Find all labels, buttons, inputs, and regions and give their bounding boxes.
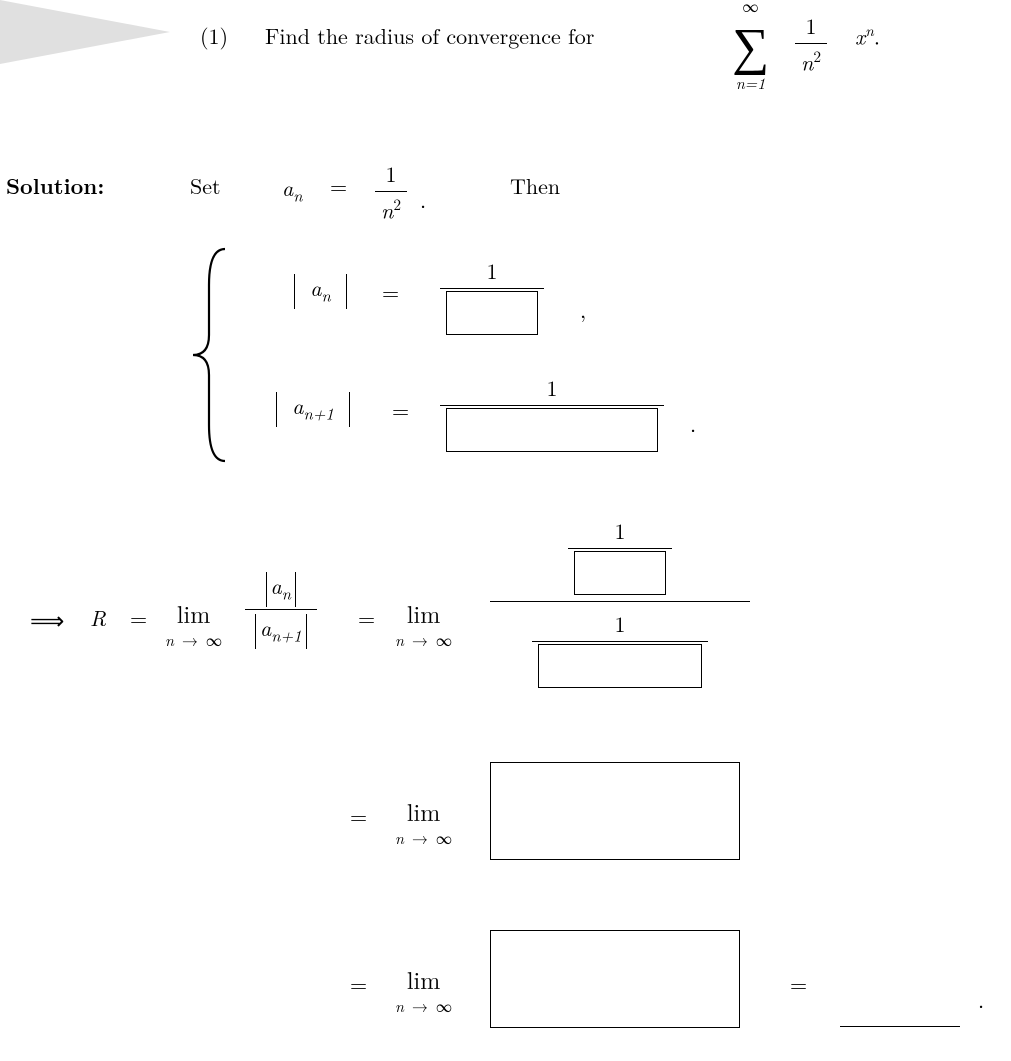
row2-num: 1 <box>440 372 664 405</box>
lim3-n: n <box>395 826 404 849</box>
ratio-den-sub: n+1 <box>271 622 301 646</box>
corner-shading <box>0 0 170 64</box>
lim2-n: n <box>395 628 404 651</box>
row2-den-box[interactable] <box>446 408 658 452</box>
coeff-num: 1 <box>795 10 827 43</box>
lim1-arrow: → <box>182 628 198 651</box>
lim3: lim n → ∞ <box>395 794 452 849</box>
step4-box[interactable] <box>490 930 740 1028</box>
row1-num: 1 <box>440 255 544 288</box>
answer-blank[interactable] <box>840 1026 960 1027</box>
def-den-base: n <box>381 194 393 225</box>
final-answer-line <box>840 996 960 1027</box>
lim1-inf: ∞ <box>206 628 222 651</box>
row2-frac: 1 <box>440 372 664 452</box>
lim3-inf: ∞ <box>436 826 452 849</box>
row1-eq: = <box>382 276 399 307</box>
term-base: x <box>855 20 865 51</box>
stack-top-num: 1 <box>568 515 672 548</box>
R-eq1: = <box>130 602 147 633</box>
R-eq2: = <box>358 602 375 633</box>
lim4: lim n → ∞ <box>395 962 452 1017</box>
lim4-box <box>490 930 740 1028</box>
an-sub: n <box>322 282 331 306</box>
lim4-arrow: → <box>412 994 428 1017</box>
series-period: . <box>874 20 880 51</box>
step3-box[interactable] <box>490 762 740 860</box>
a-sub: n <box>293 182 302 206</box>
lim4-label: lim <box>395 962 452 996</box>
lim4-inf: ∞ <box>436 994 452 1017</box>
R-var: R <box>90 602 106 633</box>
R-eq5: = <box>790 968 807 999</box>
a-base: a <box>282 172 293 203</box>
lim2-label: lim <box>395 596 452 630</box>
set-word: Set <box>190 170 221 201</box>
eq-def: = <box>330 170 347 201</box>
row2-eq: = <box>392 394 409 425</box>
row1-comma: , <box>580 294 586 325</box>
def-period: . <box>420 184 426 215</box>
abs-an: an <box>290 272 351 309</box>
final-period: . <box>978 984 984 1015</box>
lim1-label: lim <box>165 596 222 630</box>
lim1-n: n <box>165 628 174 651</box>
solution-label: Solution: <box>6 170 104 201</box>
problem-text: Find the radius of convergence for <box>265 20 594 51</box>
lim2-arrow: → <box>412 628 428 651</box>
page: (1) Find the radius of convergence for ∞… <box>0 0 1011 1061</box>
def-frac: 1 n2 <box>375 158 407 225</box>
a-n: an <box>282 172 303 206</box>
ratio-frac: an an+1 <box>245 570 317 649</box>
row1-frac: 1 <box>440 255 544 335</box>
problem-number: (1) <box>200 20 228 51</box>
R-eq4: = <box>350 968 367 999</box>
then-word: Then <box>510 170 560 201</box>
stacked-frac: 1 1 <box>490 515 750 688</box>
ratio-num-base: a <box>271 570 282 601</box>
lim4-n: n <box>395 994 404 1017</box>
sum-lower: n=1 <box>732 71 769 94</box>
def-num: 1 <box>375 158 407 191</box>
left-brace-icon <box>185 245 235 465</box>
implies-arrow-icon: ⟹ <box>30 602 64 636</box>
lim3-arrow: → <box>412 826 428 849</box>
abs-an1: an+1 <box>272 390 354 427</box>
ratio-den-base: a <box>260 612 271 643</box>
lim3-box <box>490 762 740 860</box>
stack-bot-box[interactable] <box>538 644 702 688</box>
R-eq3: = <box>350 800 367 831</box>
lim1: lim n → ∞ <box>165 596 222 651</box>
coeff-den-exp: 2 <box>813 46 821 67</box>
series-coeff: 1 n2 <box>795 10 827 77</box>
ratio-num-sub: n <box>282 580 291 604</box>
series-term: xn. <box>855 20 880 51</box>
an1-base: a <box>292 390 303 421</box>
stack-top-box[interactable] <box>574 551 666 595</box>
coeff-den-base: n <box>801 46 813 77</box>
row1-den-box[interactable] <box>446 291 538 335</box>
lim2: lim n → ∞ <box>395 596 452 651</box>
row2-period: . <box>690 408 696 439</box>
lim2-inf: ∞ <box>436 628 452 651</box>
stack-bot-num: 1 <box>532 608 708 641</box>
series-sum: ∞ ∑ n=1 <box>732 0 769 94</box>
term-exp: n <box>865 20 874 41</box>
an-base: a <box>310 272 321 303</box>
an1-sub: n+1 <box>304 400 334 424</box>
lim3-label: lim <box>395 794 452 828</box>
sigma-icon: ∑ <box>732 6 769 80</box>
def-den-exp: 2 <box>393 194 401 215</box>
